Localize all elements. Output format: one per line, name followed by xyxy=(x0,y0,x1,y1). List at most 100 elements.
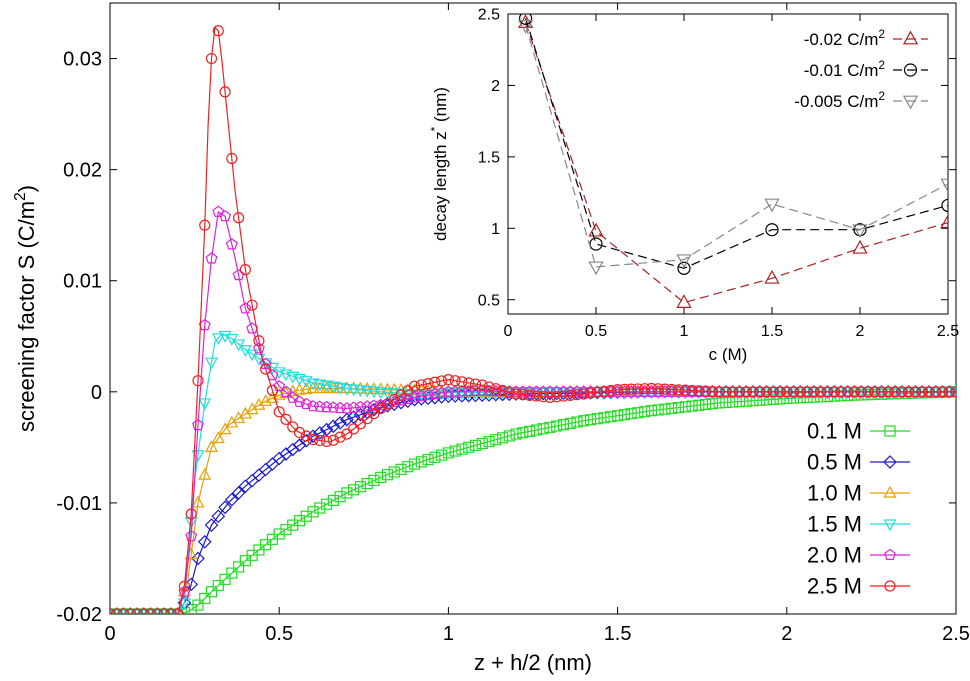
main-series-0-point xyxy=(767,393,779,405)
main-series-0-point xyxy=(449,445,461,457)
main-series-5-point xyxy=(456,376,468,388)
main-series-0-point xyxy=(463,441,475,453)
main-y-tick-label: 0 xyxy=(91,382,102,404)
main-series-1-point xyxy=(340,412,354,427)
main-series-5-point xyxy=(618,383,630,395)
main-series-5-point xyxy=(293,426,306,439)
inset-x-tick-label: 2 xyxy=(856,323,865,340)
inset-x-tick-label: 0.5 xyxy=(585,323,607,340)
main-series-5-point xyxy=(530,390,542,402)
main-series-0-point xyxy=(456,443,468,455)
main-series-5-point xyxy=(808,386,820,398)
main-series-5-point xyxy=(855,386,867,398)
inset-series-1-point xyxy=(941,198,948,213)
main-series-4-point xyxy=(354,400,367,413)
main-series-0-point xyxy=(320,498,333,510)
inset-series-group xyxy=(517,14,948,308)
main-series-1-point xyxy=(191,551,205,566)
main-series-3-point xyxy=(353,385,367,398)
inset-y-tick-label: 1 xyxy=(491,221,500,238)
main-series-2-point xyxy=(205,440,219,452)
main-series-5-point xyxy=(551,391,563,403)
main-series-5-point xyxy=(287,421,299,433)
main-series-4-point xyxy=(286,391,299,403)
inset-y-tick-label: 2.5 xyxy=(478,7,500,24)
main-series-5-point xyxy=(605,384,617,397)
main-series-5-point xyxy=(564,389,576,401)
main-series-5-point xyxy=(672,384,685,396)
inset-series-line-1 xyxy=(525,18,948,269)
main-series-0-point xyxy=(442,447,454,459)
main-series-5-point xyxy=(828,386,840,398)
inset-series-1-point xyxy=(677,261,691,275)
main-series-0-point xyxy=(639,406,651,418)
main-series-0-point xyxy=(429,451,441,463)
inset-series-2-point xyxy=(852,224,868,239)
main-series-5-point xyxy=(429,376,441,388)
main-series-0-point xyxy=(368,474,380,487)
main-series-5-point xyxy=(591,386,603,398)
main-series-5-point xyxy=(280,413,292,425)
inset-x-tick-label: 1.5 xyxy=(761,323,783,340)
main-series-group xyxy=(110,25,956,614)
main-series-3-point xyxy=(380,387,395,400)
main-series-3-point xyxy=(150,609,164,614)
main-series-5-point xyxy=(848,386,861,398)
main-series-2-point xyxy=(313,381,327,394)
main-series-0-point xyxy=(652,404,664,416)
main-series-2-point xyxy=(191,495,205,508)
main-series-3-point xyxy=(144,609,158,614)
main-series-5-point xyxy=(815,386,827,398)
main-series-0-point xyxy=(659,403,671,415)
main-series-5-point xyxy=(490,383,502,395)
main-series-4-point xyxy=(320,400,333,413)
main-series-5-point xyxy=(117,608,130,614)
main-series-4-point xyxy=(510,385,523,397)
main-series-2-point xyxy=(198,467,212,480)
main-series-0-point xyxy=(693,399,705,411)
main-legend-marker xyxy=(883,485,897,498)
main-series-5-point xyxy=(774,386,786,398)
main-series-0-point xyxy=(551,420,563,432)
inset-legend-marker xyxy=(902,95,919,110)
main-series-5-point xyxy=(909,386,921,398)
main-series-5-point xyxy=(239,264,251,276)
main-series-5-point xyxy=(408,380,421,392)
main-series-5-point xyxy=(781,386,793,398)
main-series-0-point xyxy=(415,456,427,468)
main-series-5-point xyxy=(314,434,326,447)
main-series-5-point xyxy=(733,386,746,398)
main-series-0-point xyxy=(199,592,211,605)
main-x-tick-label: 1 xyxy=(443,623,454,645)
main-series-0-point xyxy=(395,463,407,475)
main-series-0-point xyxy=(760,394,773,406)
main-legend-marker xyxy=(884,548,896,561)
main-series-5-point xyxy=(320,435,333,447)
main-series-0-point xyxy=(537,423,549,435)
main-series-5-point xyxy=(760,386,773,398)
main-series-4-point xyxy=(401,392,414,404)
main-series-3-point xyxy=(123,609,137,614)
main-series-0-point xyxy=(178,606,191,614)
inset-x-axis-label: c (M) xyxy=(709,345,748,364)
main-series-5-point xyxy=(111,608,123,614)
inset-legend-label: -0.005 C/m2 xyxy=(794,89,885,111)
main-series-5-point xyxy=(720,386,732,398)
main-series-3-point xyxy=(340,383,354,396)
main-series-5-point xyxy=(862,386,874,398)
main-series-2-point xyxy=(211,431,225,444)
main-legend-marker xyxy=(883,519,897,532)
main-series-5-point xyxy=(889,386,901,398)
main-series-5-point xyxy=(145,608,157,614)
main-series-5-point xyxy=(821,386,834,398)
main-series-0-point xyxy=(625,408,637,420)
main-series-0-point xyxy=(564,417,576,429)
main-series-0-point xyxy=(544,421,556,433)
main-x-axis-label: z + h/2 (nm) xyxy=(474,650,592,675)
main-series-4-point xyxy=(327,401,340,413)
main-series-3-point xyxy=(164,609,178,614)
main-series-5-point xyxy=(571,389,583,401)
main-series-3-point xyxy=(360,385,374,398)
main-series-0-point xyxy=(794,392,806,404)
main-series-4-point xyxy=(300,397,313,410)
